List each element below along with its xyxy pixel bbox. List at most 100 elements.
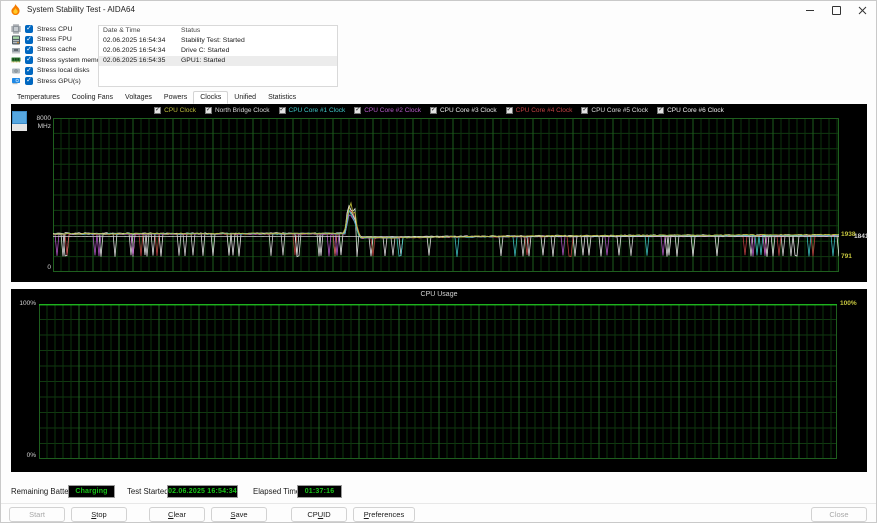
event-status: GPU1: Started [181,57,226,64]
legend-item-north-bridge-clock[interactable]: ✓ North Bridge Clock [204,107,270,114]
elapsed-time-label: Elapsed Time: [253,487,303,496]
titlebar: System Stability Test - AIDA64 [1,1,876,18]
series-legend: ✓ CPU Clock ✓ North Bridge Clock ✓ CPU Core #… [11,104,867,117]
gpu-icon [11,77,22,86]
close-button[interactable]: Close [811,507,867,522]
legend-checkbox[interactable]: ✓ [154,107,162,114]
current-value-1841: 1841 [854,232,869,240]
aida64-flame-icon [10,4,21,15]
legend-checkbox[interactable]: ✓ [278,107,286,114]
tab-voltages[interactable]: Voltages [125,94,152,101]
stress-option-stress-gpu-s[interactable]: ✓ Stress GPU(s) [11,76,106,86]
stress-option-list: ✓ Stress CPU ✓ Stress FPU ✓ Stress cache ✓ Stre… [11,24,106,86]
tab-temperatures[interactable]: Temperatures [17,94,60,101]
y-axis-min-label: 0 [47,264,51,271]
legend-label: North Bridge Clock [214,107,270,114]
remaining-battery-label: Remaining Battery: [11,487,78,496]
column-header-date-time[interactable]: Date & Time [103,27,141,34]
legend-label: CPU Core #1 Clock [288,107,346,114]
maximize-button[interactable] [823,2,849,18]
column-header-status[interactable]: Status [181,27,201,34]
chart-scrollbar-track[interactable] [12,111,27,131]
current-value-1938: 1938 [841,230,856,238]
legend-label: CPU Clock [164,107,196,114]
legend-item-cpu-core-5-clock[interactable]: ✓ CPU Core #5 Clock [581,107,648,114]
disk-icon [11,66,22,75]
tab-cooling-fans[interactable]: Cooling Fans [71,94,114,101]
event-datetime: 02.06.2025 16:54:35 [103,57,166,64]
legend-item-cpu-core-3-clock[interactable]: ✓ CPU Core #3 Clock [429,107,497,114]
status-bar: Remaining Battery: Charging Test Started… [1,484,876,500]
current-value-100: 100% [840,300,857,307]
button-bar: Start Stop Clear Save CPUID Preferences Close [1,507,876,523]
save-button[interactable]: Save [211,507,267,522]
stress-option-label: Stress system memory [37,56,107,64]
stress-option-label: Stress cache [37,46,77,54]
legend-item-cpu-clock[interactable]: ✓ CPU Clock [154,107,196,114]
remaining-battery-value: Charging [68,485,115,498]
checkbox-stress-cpu[interactable]: ✓ [25,25,33,34]
stop-button[interactable]: Stop [71,507,127,522]
chart-scrollbar-thumb[interactable] [12,111,27,124]
fpu-icon [11,35,22,45]
checkbox-stress-system-memory[interactable]: ✓ [25,56,33,65]
legend-label: CPU Core #2 Clock [364,107,421,114]
maximize-icon [831,5,841,15]
legend-label: CPU Core #4 Clock [515,107,573,114]
cpu-usage-chart-panel: CPU Usage 100% 0% 100% [11,289,867,472]
event-log-header: Date & Time Status [99,26,337,36]
legend-item-cpu-core-1-clock[interactable]: ✓ CPU Core #1 Clock [278,107,346,114]
stress-option-stress-cpu[interactable]: ✓ Stress CPU [11,24,106,35]
close-icon [858,6,866,14]
stress-option-label: Stress local disks [37,67,90,75]
tab-unified[interactable]: Unified [234,94,257,101]
legend-label: CPU Core #5 Clock [591,107,649,114]
window-controls [797,2,875,18]
minimize-icon [806,9,814,11]
start-button[interactable]: Start [9,507,65,522]
legend-item-cpu-core-2-clock[interactable]: ✓ CPU Core #2 Clock [354,107,421,114]
event-datetime: 02.06.2025 16:54:34 [103,47,166,54]
usage-min-label: 0% [26,452,36,459]
legend-checkbox[interactable]: ✓ [354,107,362,114]
clear-button[interactable]: Clear [149,507,205,522]
event-log-row[interactable]: 02.06.2025 16:54:34 Drive C: Started [99,46,337,56]
checkbox-stress-gpu-s[interactable]: ✓ [25,77,33,86]
minimize-button[interactable] [797,2,823,18]
tab-statistics[interactable]: Statistics [268,94,297,101]
test-started-value: 02.06.2025 16:54:34 [167,485,238,498]
legend-checkbox[interactable]: ✓ [429,107,437,114]
y-axis-max-label: 8000 [36,115,51,122]
cpu-usage-chart-title: CPU Usage [420,291,458,298]
stress-option-label: Stress GPU(s) [37,77,81,85]
close-window-button[interactable] [849,2,875,18]
cache-icon [11,45,22,54]
tab-clocks[interactable]: Clocks [193,91,229,104]
event-log-row[interactable]: 02.06.2025 16:54:34 Stability Test: Start… [99,36,337,46]
stress-option-label: Stress FPU [37,36,72,44]
event-log-row[interactable]: 02.06.2025 16:54:35 GPU1: Started [99,56,337,66]
stress-option-label: Stress CPU [37,25,73,33]
legend-item-cpu-core-6-clock[interactable]: ✓ CPU Core #6 Clock [657,107,724,114]
checkbox-stress-fpu[interactable]: ✓ [25,35,33,44]
stress-option-stress-fpu[interactable]: ✓ Stress FPU [11,34,106,45]
preferences-button[interactable]: Preferences [353,507,415,522]
checkbox-stress-cache[interactable]: ✓ [25,45,33,54]
checkbox-stress-local-disks[interactable]: ✓ [25,66,33,75]
stress-option-stress-local-disks[interactable]: ✓ Stress local disks [11,66,106,76]
legend-checkbox[interactable]: ✓ [204,107,212,114]
event-datetime: 02.06.2025 16:54:34 [103,37,166,44]
stress-option-stress-system-memory[interactable]: ✓ Stress system memory [11,55,106,65]
cpuid-button[interactable]: CPUID [291,507,347,522]
test-started-label: Test Started: [127,487,171,496]
tab-powers[interactable]: Powers [163,94,188,101]
legend-label: CPU Core #3 Clock [439,107,497,114]
legend-checkbox[interactable]: ✓ [657,107,665,114]
event-status: Drive C: Started [181,47,230,54]
legend-checkbox[interactable]: ✓ [505,107,513,114]
legend-item-cpu-core-4-clock[interactable]: ✓ CPU Core #4 Clock [505,107,573,114]
legend-checkbox[interactable]: ✓ [581,107,589,114]
clocks-chart-panel: ✓ CPU Clock ✓ North Bridge Clock ✓ CPU Core #… [11,104,869,282]
stress-option-stress-cache[interactable]: ✓ Stress cache [11,45,106,55]
